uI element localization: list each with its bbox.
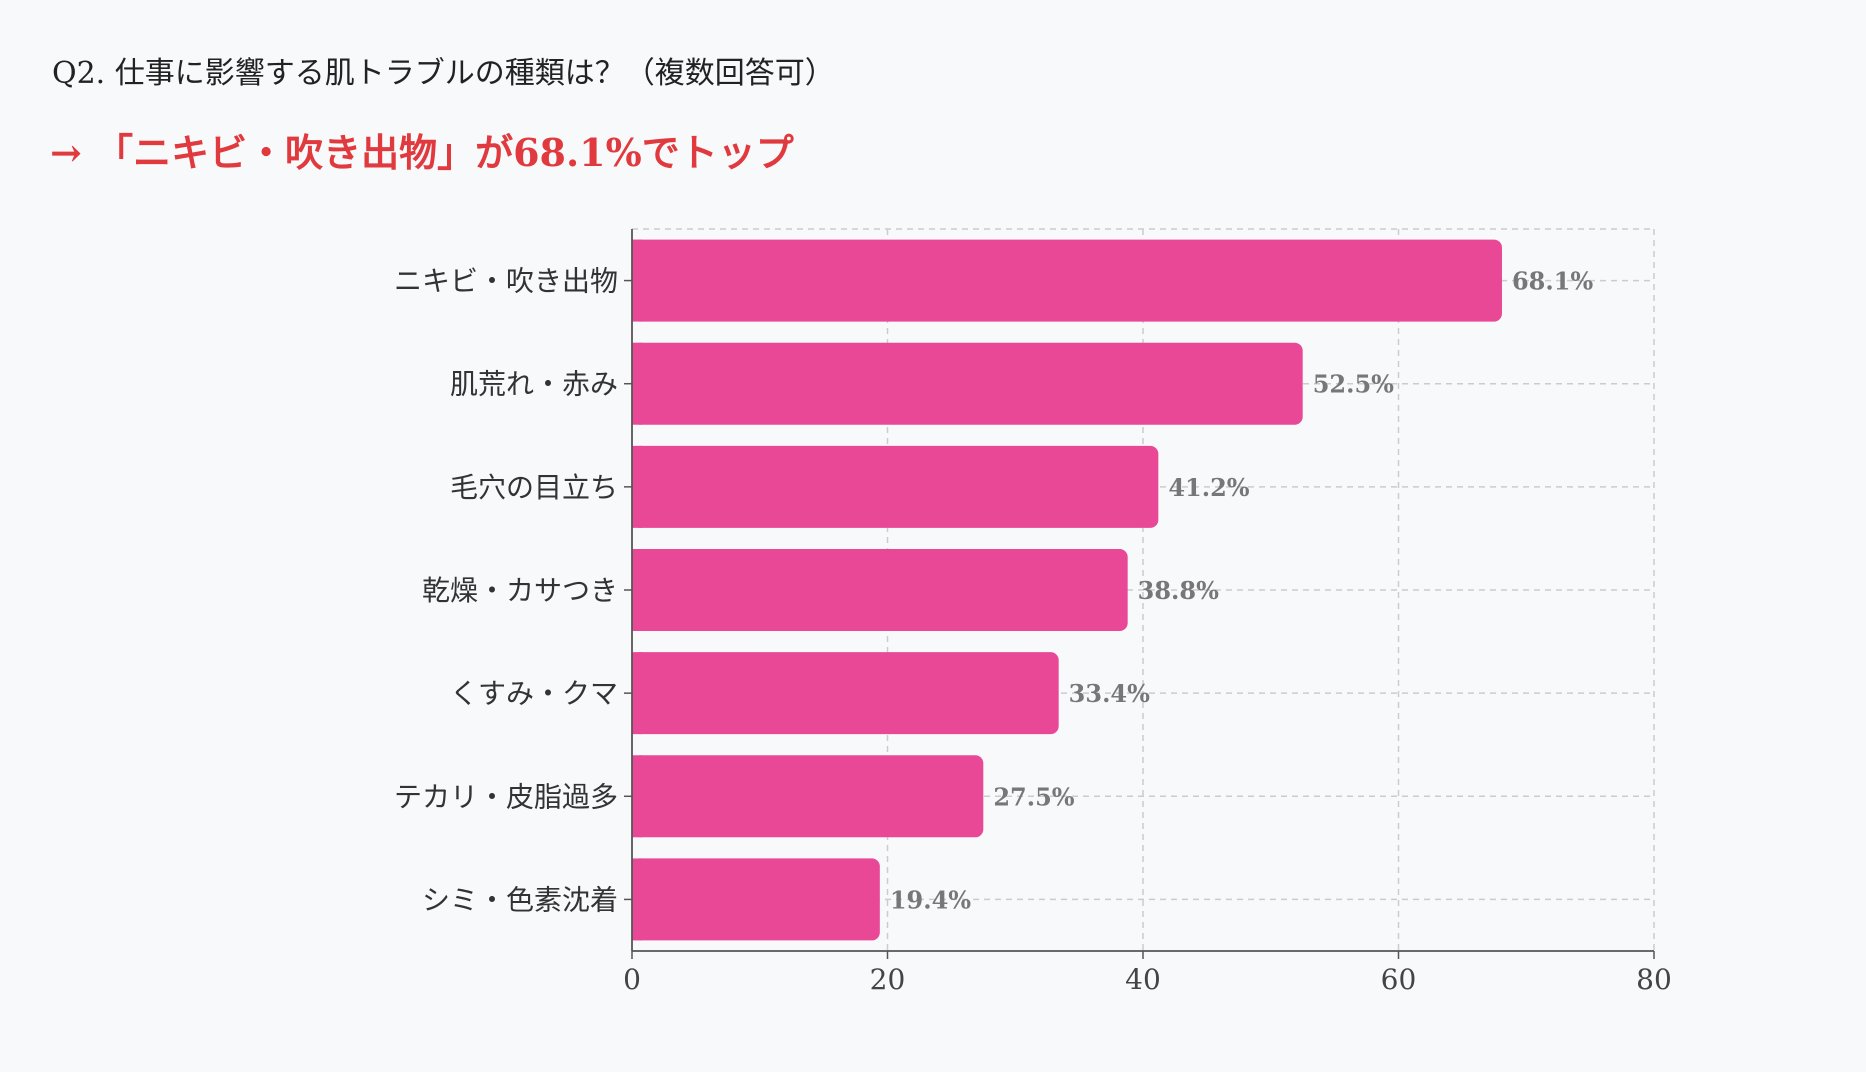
- value-label-2: 41.2%: [1168, 473, 1249, 502]
- bar-4: [632, 652, 1059, 735]
- bar-1: [632, 342, 1303, 425]
- chart-question-title: Q2. 仕事に影響する肌トラブルの種類は？（複数回答可）: [52, 56, 835, 91]
- x-tick-label-20: 20: [870, 963, 906, 996]
- bar-6: [632, 858, 880, 941]
- bar-1-base: [632, 342, 642, 425]
- bar-3-base: [632, 549, 642, 631]
- category-label-0: ニキビ・吹き出物: [394, 265, 618, 298]
- bar-5-base: [632, 755, 642, 838]
- value-label-5: 27.5%: [993, 782, 1074, 811]
- value-label-3: 38.8%: [1138, 576, 1219, 605]
- value-label-4: 33.4%: [1069, 679, 1150, 708]
- category-label-3: 乾燥・カサつき: [422, 574, 618, 607]
- category-label-6: シミ・色素沈着: [422, 883, 618, 916]
- category-label-5: テカリ・皮脂過多: [394, 780, 618, 813]
- bar-0-base: [632, 239, 642, 322]
- bar-0: [632, 239, 1502, 322]
- category-label-1: 肌荒れ・赤み: [450, 368, 618, 401]
- bar-2: [632, 445, 1159, 528]
- x-tick-label-60: 60: [1381, 963, 1417, 996]
- category-label-2: 毛穴の目立ち: [450, 471, 618, 504]
- bar-3: [632, 549, 1128, 631]
- bar-4-base: [632, 652, 642, 735]
- category-label-4: くすみ・クマ: [450, 677, 618, 710]
- value-label-0: 68.1%: [1512, 267, 1593, 296]
- x-tick-label-0: 0: [623, 963, 641, 996]
- value-label-6: 19.4%: [890, 885, 971, 914]
- value-label-1: 52.5%: [1313, 370, 1394, 399]
- bar-6-base: [632, 858, 642, 941]
- bar-2-base: [632, 445, 642, 528]
- bar-5: [632, 755, 984, 838]
- x-tick-label-40: 40: [1125, 963, 1161, 996]
- x-tick-label-80: 80: [1636, 963, 1672, 996]
- chart-headline: → 「ニキビ・吹き出物」が68.1%でトップ: [50, 130, 794, 175]
